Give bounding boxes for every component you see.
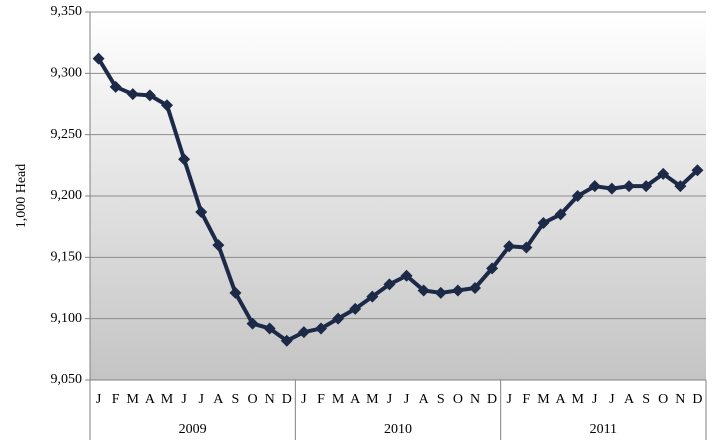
x-tick-label: A xyxy=(624,392,635,407)
x-tick-label: M xyxy=(537,392,550,407)
data-point xyxy=(554,208,567,221)
data-point xyxy=(400,269,413,282)
x-tick-label: N xyxy=(265,392,275,407)
data-point xyxy=(315,322,327,335)
data-point xyxy=(109,80,122,93)
data-point xyxy=(623,180,635,193)
data-point xyxy=(537,216,550,229)
x-tick-label: S xyxy=(642,392,650,407)
data-point xyxy=(674,180,687,193)
data-point xyxy=(469,282,481,294)
x-tick-label: A xyxy=(555,392,566,407)
data-point xyxy=(332,312,345,325)
data-point xyxy=(571,190,584,202)
x-tick-label: M xyxy=(161,392,174,407)
x-tick-label: M xyxy=(366,392,379,407)
x-tick-label: J xyxy=(609,392,615,407)
data-point xyxy=(605,182,618,195)
x-tick-label: N xyxy=(470,392,480,407)
x-tick-label: J xyxy=(592,392,598,407)
data-point xyxy=(246,317,259,330)
x-tick-label: J xyxy=(387,392,393,407)
data-point xyxy=(417,284,430,297)
data-point xyxy=(178,153,191,166)
data-point xyxy=(691,164,704,177)
data-point xyxy=(212,239,225,252)
x-tick-label: S xyxy=(232,392,240,407)
data-point xyxy=(520,241,533,254)
data-point xyxy=(451,284,464,297)
y-tick-label: 9,250 xyxy=(51,127,83,142)
data-point xyxy=(657,167,670,180)
data-point xyxy=(366,290,379,303)
x-tick-label: M xyxy=(127,392,140,407)
x-tick-label: A xyxy=(213,392,224,407)
x-tick-label: O xyxy=(247,392,257,407)
data-point xyxy=(640,180,653,193)
x-tick-label: D xyxy=(487,392,497,407)
x-tick-label: A xyxy=(145,392,156,407)
x-tick-label: J xyxy=(404,392,410,407)
x-tick-label: J xyxy=(301,392,307,407)
x-tick-label: F xyxy=(317,392,325,407)
x-tick-label: M xyxy=(571,392,584,407)
x-tick-label: J xyxy=(198,392,204,407)
x-tick-label: O xyxy=(453,392,463,407)
x-tick-label: N xyxy=(675,392,685,407)
y-tick-label: 9,200 xyxy=(51,188,83,203)
y-tick-label: 9,300 xyxy=(51,66,83,81)
x-tick-label: M xyxy=(332,392,345,407)
data-point xyxy=(503,240,516,253)
y-tick-label: 9,350 xyxy=(51,4,83,19)
x-tick-label: D xyxy=(282,392,292,407)
data-point xyxy=(126,88,139,101)
data-point xyxy=(229,286,242,299)
x-tick-label: J xyxy=(506,392,512,407)
x-tick-label: F xyxy=(522,392,530,407)
data-point xyxy=(383,278,396,291)
data-point xyxy=(280,334,293,347)
y-tick-label: 9,050 xyxy=(51,372,83,387)
y-tick-label: 9,150 xyxy=(51,250,83,265)
data-point xyxy=(588,180,601,193)
x-tick-label: J xyxy=(96,392,102,407)
data-point xyxy=(263,322,276,335)
data-point xyxy=(297,326,310,339)
x-group-label: 2009 xyxy=(179,422,207,437)
x-tick-label: J xyxy=(181,392,187,407)
x-tick-label: A xyxy=(350,392,361,407)
data-point xyxy=(434,286,447,299)
data-point xyxy=(161,99,173,112)
x-tick-label: F xyxy=(112,392,120,407)
x-tick-label: O xyxy=(658,392,668,407)
x-tick-label: S xyxy=(437,392,445,407)
data-point xyxy=(486,262,499,275)
y-tick-label: 9,100 xyxy=(51,311,83,326)
x-tick-label: D xyxy=(692,392,702,407)
data-point xyxy=(92,52,105,65)
data-point xyxy=(195,205,208,218)
data-point xyxy=(349,302,362,315)
data-point xyxy=(143,89,156,102)
x-group-label: 2011 xyxy=(590,422,617,437)
x-group-label: 2010 xyxy=(384,422,412,437)
y-axis-label: 1,000 Head xyxy=(14,164,29,229)
x-tick-label: A xyxy=(419,392,430,407)
